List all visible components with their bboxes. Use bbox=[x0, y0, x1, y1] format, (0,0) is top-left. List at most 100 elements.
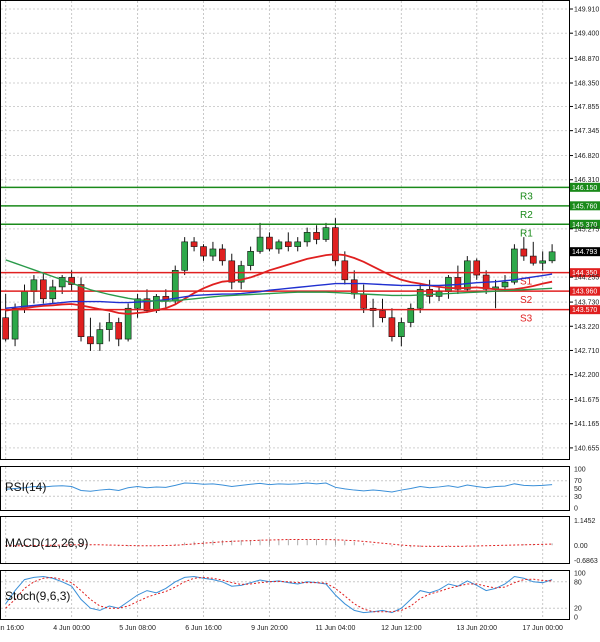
candle-down bbox=[266, 236, 273, 250]
candle-up bbox=[49, 286, 57, 300]
candle-down bbox=[87, 336, 94, 345]
y-tick-label: 149.400 bbox=[574, 31, 599, 38]
candle-up bbox=[153, 296, 160, 311]
stoch-axis-label: 100 bbox=[574, 571, 586, 578]
candle-down bbox=[341, 260, 349, 281]
moving-average-line bbox=[5, 259, 553, 302]
y-tick-label: 148.870 bbox=[574, 56, 599, 63]
y-tick-label: 140.655 bbox=[574, 445, 599, 452]
y-tick-label: 142.710 bbox=[574, 348, 599, 355]
rsi-axis-label: 100 bbox=[574, 467, 586, 474]
level-price-box bbox=[570, 182, 600, 192]
level-name-r3: R3 bbox=[520, 191, 533, 202]
macd-axis-label: 0.00 bbox=[574, 543, 588, 550]
candle-up bbox=[58, 277, 66, 288]
level-price-label: 145.370 bbox=[572, 222, 597, 229]
macd-title: MACD(12,26,9) bbox=[5, 536, 88, 550]
level-price-label: 146.150 bbox=[572, 185, 597, 192]
stoch-axis-label: 20 bbox=[574, 606, 582, 613]
candle-down bbox=[190, 241, 198, 247]
candle-up bbox=[322, 227, 330, 240]
x-tick-label: 3 Jun 16:00 bbox=[0, 625, 24, 632]
stoch-axis-label: 80 bbox=[574, 579, 582, 586]
level-price-box bbox=[570, 268, 600, 278]
y-tick-label: 143.220 bbox=[574, 324, 599, 331]
x-tick-label: 13 Jun 20:00 bbox=[456, 625, 497, 632]
candle-down bbox=[426, 288, 433, 297]
candle-down bbox=[143, 298, 151, 311]
candle-up bbox=[124, 307, 132, 340]
candle-up bbox=[539, 260, 546, 264]
candle-down bbox=[77, 284, 85, 338]
candle-down bbox=[473, 260, 481, 276]
panel-sto bbox=[0, 570, 570, 620]
macd-axis-label: 1.1452 bbox=[574, 518, 596, 525]
candle-down bbox=[115, 322, 123, 340]
level-price-box bbox=[570, 305, 600, 315]
level-name-s1: S1 bbox=[520, 277, 533, 288]
candle-down bbox=[200, 246, 207, 257]
level-price-label: 144.350 bbox=[572, 270, 597, 277]
candle-up bbox=[407, 307, 415, 323]
stoch-title: Stoch(9,6,3) bbox=[5, 589, 70, 603]
stoch-d-line bbox=[5, 576, 553, 613]
candle-down bbox=[68, 277, 75, 285]
candle-up bbox=[105, 322, 113, 330]
y-tick-label: 141.675 bbox=[574, 397, 599, 404]
moving-average-line bbox=[5, 273, 553, 309]
candle-down bbox=[228, 260, 236, 283]
y-tick-label: 147.345 bbox=[574, 128, 599, 135]
candle-down bbox=[2, 317, 9, 340]
current-price-label: 144.793 bbox=[572, 249, 597, 256]
level-name-s3: S3 bbox=[520, 314, 533, 325]
y-tick-label: 146.820 bbox=[574, 153, 599, 160]
level-price-label: 143.960 bbox=[572, 289, 597, 296]
rsi-title: RSI(14) bbox=[5, 480, 46, 494]
candle-up bbox=[11, 307, 19, 340]
candle-down bbox=[360, 293, 367, 309]
rsi-axis-label: 30 bbox=[574, 494, 582, 501]
rsi-axis-label: 70 bbox=[574, 478, 582, 485]
y-tick-label: 147.855 bbox=[574, 104, 599, 111]
x-tick-label: 5 Jun 08:00 bbox=[119, 625, 156, 632]
panel-macd bbox=[0, 516, 570, 564]
candle-down bbox=[219, 248, 226, 262]
x-tick-label: 6 Jun 16:00 bbox=[185, 625, 222, 632]
candle-down bbox=[332, 227, 339, 262]
y-tick-label: 143.730 bbox=[574, 300, 599, 307]
rsi-line bbox=[5, 482, 553, 493]
x-tick-label: 4 Jun 00:00 bbox=[53, 625, 90, 632]
level-name-r1: R1 bbox=[520, 228, 533, 239]
macd-signal-line bbox=[5, 539, 553, 547]
candle-down bbox=[284, 241, 292, 247]
y-tick-label: 144.255 bbox=[574, 275, 599, 282]
candle-down bbox=[454, 277, 462, 290]
stoch-axis-label: 0 bbox=[574, 615, 578, 622]
candle-up bbox=[463, 260, 471, 290]
candle-down bbox=[388, 317, 396, 338]
level-price-label: 145.760 bbox=[572, 203, 597, 210]
y-tick-label: 146.310 bbox=[574, 177, 599, 184]
candle-up bbox=[294, 241, 302, 247]
candle-up bbox=[275, 241, 283, 250]
level-name-r2: R2 bbox=[520, 210, 533, 221]
candle-up bbox=[501, 281, 509, 288]
candle-up bbox=[171, 270, 179, 302]
x-tick-label: 17 Jun 00:00 bbox=[522, 625, 563, 632]
y-tick-label: 145.275 bbox=[574, 226, 599, 233]
x-tick-label: 12 Jun 12:00 bbox=[381, 625, 422, 632]
panel-price bbox=[0, 0, 570, 460]
y-tick-label: 149.910 bbox=[574, 7, 599, 14]
candle-up bbox=[303, 232, 311, 243]
candle-up bbox=[96, 329, 104, 345]
level-name-s2: S2 bbox=[520, 295, 533, 306]
x-tick-label: 11 Jun 04:00 bbox=[315, 625, 355, 632]
rsi-axis-label: 50 bbox=[574, 486, 582, 493]
level-price-box bbox=[570, 219, 600, 229]
candle-down bbox=[520, 248, 528, 257]
candle-up bbox=[398, 322, 405, 338]
candle-down bbox=[379, 310, 386, 319]
y-tick-label: 142.200 bbox=[574, 372, 599, 379]
